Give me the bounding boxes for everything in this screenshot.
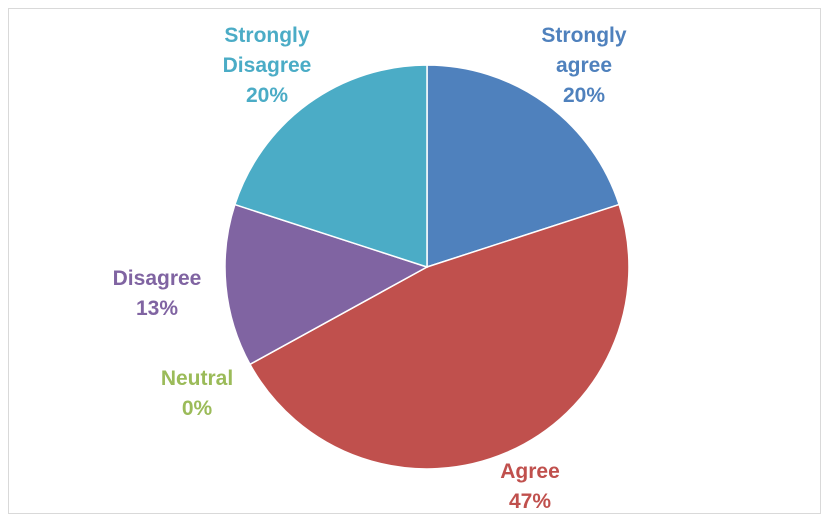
data-label-strongly-disagree: Strongly Disagree 20% xyxy=(223,24,312,107)
pie-slices xyxy=(224,64,630,470)
data-label-disagree: Disagree 13% xyxy=(113,267,202,320)
data-label-neutral: Neutral 0% xyxy=(161,367,233,420)
pie-slice-strongly-agree xyxy=(426,64,621,269)
pie-slice-strongly-disagree xyxy=(233,64,428,269)
data-label-strongly-agree: Strongly agree 20% xyxy=(541,24,626,107)
pie-slice-disagree xyxy=(224,203,429,366)
pie-labels: Strongly agree 20% Agree 47% Neutral 0% Disagre… xyxy=(113,24,627,513)
pie-slice-agree xyxy=(248,203,630,470)
data-label-agree: Agree 47% xyxy=(500,460,560,513)
